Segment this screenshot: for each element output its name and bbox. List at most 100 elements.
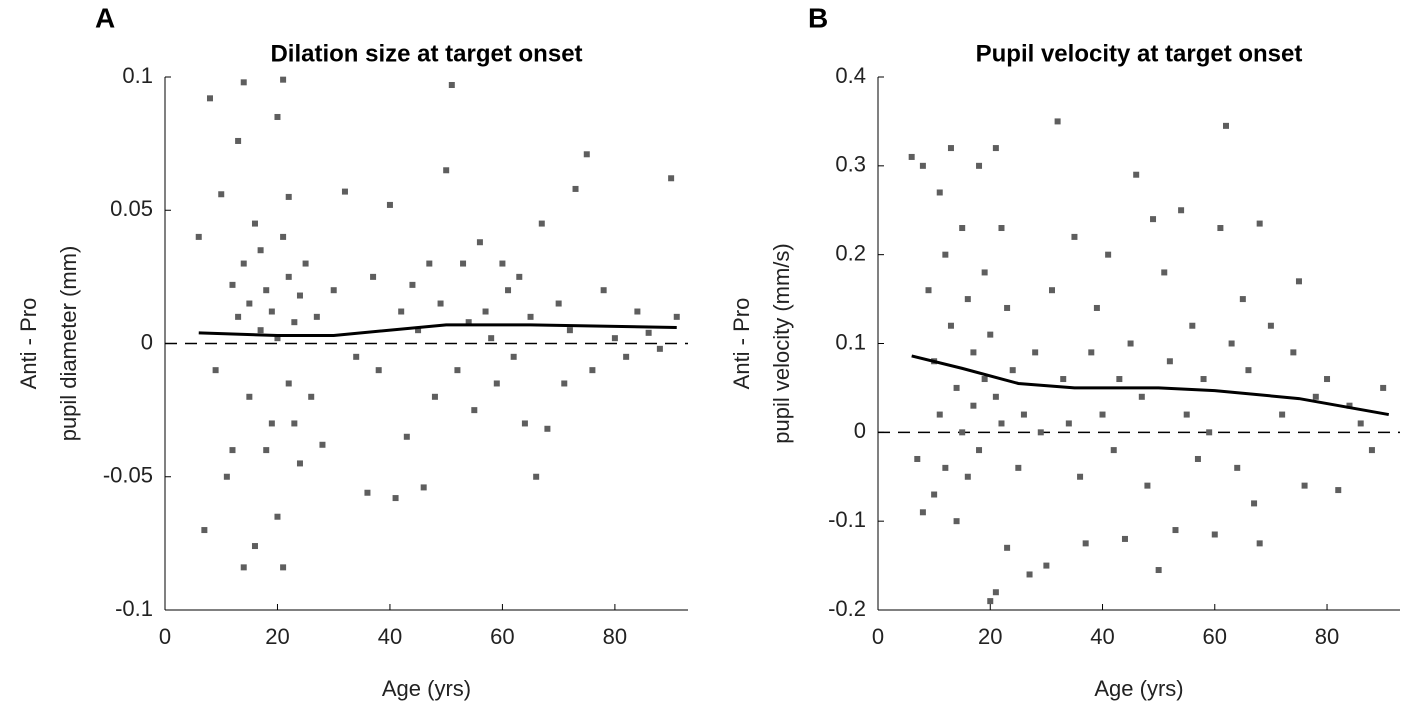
scatter-point [953,518,960,525]
scatter-point [1043,562,1050,569]
scatter-point [246,393,253,400]
x-tick-label: 80 [603,624,627,649]
scatter-point [460,260,467,267]
scatter-point [544,425,551,432]
scatter-point [1279,411,1286,418]
scatter-point [280,564,287,571]
scatter-point [313,313,320,320]
x-tick-label: 40 [1090,624,1114,649]
scatter-point [1065,420,1072,427]
scatter-point [987,598,994,605]
scatter-point [1099,411,1106,418]
scatter-point [589,367,596,374]
scatter-point [465,319,472,326]
scatter-point [538,220,545,227]
scatter-point [521,420,528,427]
scatter-point [1093,304,1100,311]
scatter-point [1200,376,1207,383]
scatter-point [386,201,393,208]
scatter-point [1133,171,1140,178]
y-tick-label: -0.05 [103,463,153,488]
y-axis-label: pupil velocity (mm/s) [769,243,794,443]
scatter-point [1150,216,1157,223]
scatter-point [936,189,943,196]
scatter-point [1054,118,1061,125]
scatter-point [1194,455,1201,462]
scatter-point [274,335,281,342]
scatter-point [1166,358,1173,365]
scatter-point [1357,420,1364,427]
scatter-point [673,313,680,320]
y-axis-label: Anti - Pro [729,298,754,390]
x-tick-label: 20 [978,624,1002,649]
scatter-point [959,429,966,436]
scatter-point [981,269,988,276]
scatter-point [1267,322,1274,329]
scatter-point [493,380,500,387]
scatter-point [936,411,943,418]
scatter-point [201,527,208,534]
fit-line [198,323,677,338]
scatter-point [1088,349,1095,356]
scatter-point [1324,376,1331,383]
scatter-point [1032,349,1039,356]
scatter-point [1049,287,1055,294]
y-tick-label: 0 [854,418,866,443]
scatter-point [1211,531,1218,538]
scatter-point [398,308,405,315]
scatter-point [914,455,921,462]
scatter-point [1206,429,1213,436]
scatter-point [1155,567,1162,574]
scatter-point [291,420,298,427]
scatter-point [1228,340,1235,347]
scatter-point [1295,278,1302,285]
scatter-point [240,564,247,571]
scatter-point [970,349,977,356]
scatter-point [583,151,590,158]
scatter-point [987,331,994,338]
scatter-point [206,95,213,102]
scatter-point [296,460,303,467]
scatter-point [476,239,483,246]
x-axis-label: Age (yrs) [382,676,471,701]
scatter-point [268,308,275,315]
scatter-point [229,447,236,454]
y-tick-label: 0.4 [835,63,866,88]
scatter-point [976,447,983,454]
scatter-point [947,322,954,329]
scatter-point [516,273,523,280]
y-axis-label: Anti - Pro [16,298,41,390]
scatter-point [947,145,954,152]
scatter-point [420,484,427,491]
scatter-point [280,233,287,240]
scatter-point [488,335,495,342]
scatter-point [1234,464,1241,471]
scatter-point [482,308,489,315]
scatter-point [1217,225,1224,232]
scatter-point [370,273,377,280]
x-tick-label: 20 [265,624,289,649]
scatter-point [454,367,461,374]
scatter-point [1105,251,1112,258]
scatter-point [572,185,579,192]
chart-title: Dilation size at target onset [270,40,582,67]
scatter-point [235,313,242,320]
scatter-point [403,433,410,440]
scatter-point [1077,473,1084,480]
scatter-point [931,491,938,498]
scatter-point [992,145,999,152]
y-tick-label: 0.05 [110,196,153,221]
scatter-point [285,193,292,200]
scatter-point [942,251,949,258]
scatter-point [1245,367,1252,374]
scatter-point [1026,571,1033,578]
scatter-point [223,473,230,480]
scatter-point [251,543,258,550]
scatter-point [1127,340,1134,347]
x-tick-label: 0 [872,624,884,649]
scatter-point [1020,411,1027,418]
y-tick-label: 0.3 [835,152,866,177]
scatter-point [908,153,915,160]
scatter-point [1290,349,1297,356]
scatter-point [319,441,326,448]
